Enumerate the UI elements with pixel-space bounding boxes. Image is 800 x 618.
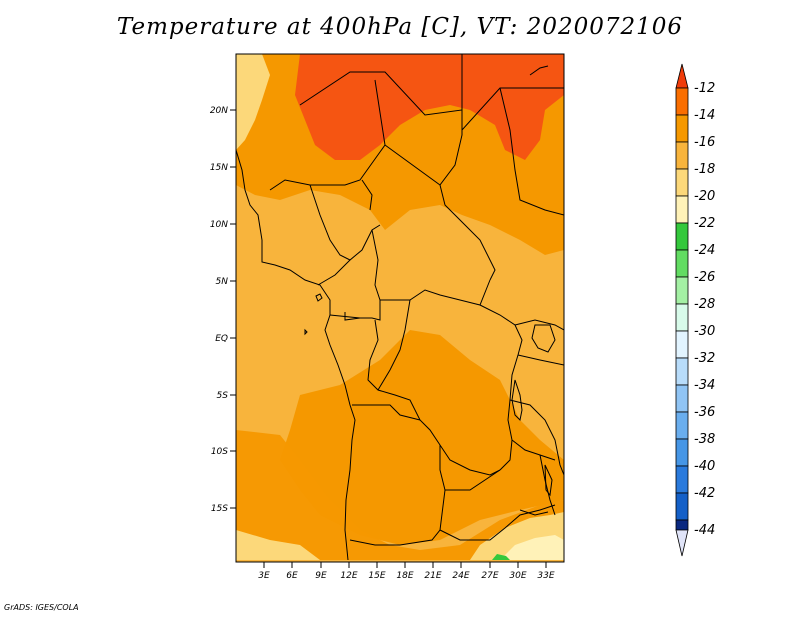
colorbar-label-10: -30: [694, 324, 715, 339]
colorbar: -12 -14 -16 -18 -20 -22 -24 -26 -28 -30 …: [675, 63, 715, 557]
longitude-axis: 3E 6E 9E 12E 15E 18E 21E 24E 27E 30E 33E: [258, 562, 555, 581]
colorbar-label-16: -42: [694, 486, 715, 501]
colorbar-label-17: -44: [694, 523, 715, 538]
colorbar-seg-7: [675, 249, 689, 278]
lat-tick-5s: 5S: [217, 391, 236, 401]
temperature-field: [236, 54, 564, 562]
colorbar-seg-13: [675, 411, 689, 440]
colorbar-seg-4: [675, 168, 689, 197]
lon-label-21e: 21E: [424, 571, 441, 581]
lon-tick-3e: 3E: [258, 562, 270, 581]
colorbar-seg-10: [675, 330, 689, 359]
lon-label-30e: 30E: [509, 571, 526, 581]
lon-label-15e: 15E: [368, 571, 385, 581]
lon-tick-9e: 9E: [315, 562, 327, 581]
lon-tick-18e: 18E: [396, 562, 414, 581]
lon-tick-6e: 6E: [286, 562, 298, 581]
colorbar-bottom-arrow: [675, 529, 689, 557]
colorbar-label-13: -36: [694, 405, 715, 420]
colorbar-top-arrow: [675, 63, 689, 89]
lon-label-9e: 9E: [315, 571, 327, 581]
contour-band-16-14-south: [236, 430, 564, 560]
lon-label-33e: 33E: [537, 571, 554, 581]
lon-tick-30e: 30E: [509, 562, 527, 581]
colorbar-seg-3: [675, 141, 689, 170]
colorbar-label-7: -24: [694, 243, 715, 258]
plot-frame: [235, 53, 565, 563]
colorbar-label-15: -40: [694, 459, 715, 474]
lon-label-27e: 27E: [481, 571, 498, 581]
lat-tick-10s: 10S: [211, 447, 236, 457]
country-borders: [236, 54, 564, 561]
lat-label-10s: 10S: [211, 447, 228, 457]
colorbar-label-2: -14: [694, 108, 715, 123]
lat-tick-10n: 10N: [210, 220, 236, 230]
lon-label-6e: 6E: [286, 571, 298, 581]
contour-band-20-18-south: [236, 530, 320, 560]
colorbar-label-3: -16: [694, 135, 715, 150]
colorbar-label-5: -20: [694, 189, 715, 204]
lon-tick-21e: 21E: [424, 562, 442, 581]
colorbar-label-12: -34: [694, 378, 715, 393]
lat-tick-15s: 15S: [211, 504, 236, 514]
colorbar-label-8: -26: [694, 270, 715, 285]
lat-label-5s: 5S: [217, 391, 229, 401]
colorbar-label-1: -12: [694, 81, 715, 96]
colorbar-seg-15: [675, 465, 689, 494]
lat-label-15n: 15N: [210, 163, 228, 173]
colorbar-seg-14: [675, 438, 689, 467]
lat-label-15s: 15S: [211, 504, 228, 514]
map-title: Temperature at 400hPa [C], VT: 202007210…: [116, 14, 684, 40]
lat-label-20n: 20N: [210, 106, 228, 116]
contour-band-20-18-west: [236, 54, 270, 150]
lon-tick-33e: 33E: [537, 562, 555, 581]
colorbar-seg-6: [675, 222, 689, 251]
contour-band-16-14-central: [280, 330, 564, 545]
colorbar-seg-17: [675, 519, 689, 531]
colorbar-label-14: -38: [694, 432, 715, 447]
lat-label-10n: 10N: [210, 220, 228, 230]
contour-band-22-20-southeast: [500, 535, 564, 560]
colorbar-seg-12: [675, 384, 689, 413]
colorbar-label-9: -28: [694, 297, 715, 312]
colorbar-seg-11: [675, 357, 689, 386]
colorbar-label-6: -22: [694, 216, 715, 231]
colorbar-seg-2: [675, 114, 689, 143]
credit-text: GrADS: IGES/COLA: [4, 603, 79, 612]
lon-tick-24e: 24E: [452, 562, 470, 581]
colorbar-label-11: -32: [694, 351, 715, 366]
latitude-axis: 20N 15N 10N 5N EQ 5S 10S 15S: [210, 106, 236, 514]
colorbar-seg-9: [675, 303, 689, 332]
lon-label-3e: 3E: [258, 571, 270, 581]
colorbar-seg-16: [675, 492, 689, 521]
contour-band-24-22-patch: [492, 554, 510, 560]
lat-label-eq: EQ: [215, 334, 228, 344]
lon-label-24e: 24E: [452, 571, 469, 581]
lon-tick-15e: 15E: [368, 562, 386, 581]
colorbar-seg-5: [675, 195, 689, 224]
lat-tick-15n: 15N: [210, 163, 236, 173]
colorbar-seg-8: [675, 276, 689, 305]
colorbar-seg-1: [675, 87, 689, 116]
lon-label-18e: 18E: [396, 571, 413, 581]
lat-tick-5n: 5N: [216, 277, 236, 287]
contour-band-14-12-north: [295, 54, 564, 160]
lon-label-12e: 12E: [340, 571, 357, 581]
lat-tick-20n: 20N: [210, 106, 236, 116]
lat-label-5n: 5N: [216, 277, 229, 287]
colorbar-label-4: -18: [694, 162, 715, 177]
lon-tick-27e: 27E: [481, 562, 499, 581]
lat-tick-eq: EQ: [215, 334, 236, 344]
lon-tick-12e: 12E: [340, 562, 358, 581]
